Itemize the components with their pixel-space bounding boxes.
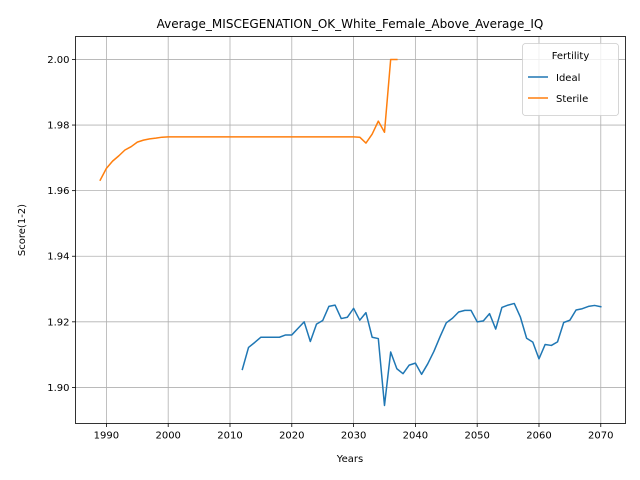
legend: Fertility Ideal Sterile — [522, 43, 619, 116]
plot-area-frame — [75, 36, 626, 424]
y-tick-label: 1.90 — [47, 383, 69, 394]
x-tick-label: 2070 — [588, 431, 613, 442]
grid — [75, 36, 626, 424]
y-tick-label: 1.94 — [47, 252, 69, 263]
x-tick-label: 2050 — [464, 431, 489, 442]
chart-title: Average_MISCEGENATION_OK_White_Female_Ab… — [157, 17, 544, 31]
x-tick-label: 2030 — [341, 431, 366, 442]
x-tick-label: 1990 — [94, 431, 119, 442]
axis-ticks: 1990 2000 2010 2020 2030 2040 2050 2060 2070 1.90… — [47, 55, 613, 442]
series-line-ideal — [241, 302, 602, 407]
series-line-sterile — [99, 58, 398, 182]
x-axis-label: Years — [336, 454, 363, 465]
legend-title: Fertility — [552, 51, 590, 62]
y-tick-label: 1.96 — [47, 186, 69, 197]
y-axis-label: Score(1-2) — [17, 204, 28, 256]
x-tick-label: 2010 — [217, 431, 242, 442]
x-tick-label: 2060 — [526, 431, 551, 442]
legend-label-ideal: Ideal — [556, 73, 580, 84]
legend-label-sterile: Sterile — [556, 94, 588, 105]
y-tick-label: 2.00 — [47, 55, 69, 66]
x-tick-label: 2040 — [403, 431, 428, 442]
series-layer — [99, 58, 602, 407]
y-tick-label: 1.92 — [47, 317, 69, 328]
x-tick-label: 2000 — [155, 431, 180, 442]
x-tick-label: 2020 — [279, 431, 304, 442]
y-tick-label: 1.98 — [47, 121, 69, 132]
